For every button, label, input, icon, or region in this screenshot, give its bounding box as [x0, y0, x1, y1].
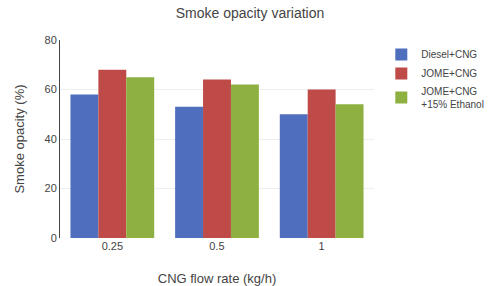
- svg-text:40: 40: [45, 133, 57, 145]
- svg-text:Smoke opacity variation: Smoke opacity variation: [176, 5, 325, 21]
- svg-text:1: 1: [319, 240, 325, 252]
- svg-text:0: 0: [51, 232, 57, 244]
- svg-text:JOME+CNG: JOME+CNG: [421, 68, 477, 79]
- svg-text:0.25: 0.25: [102, 240, 123, 252]
- svg-text:Smoke opacity (%): Smoke opacity (%): [12, 84, 27, 193]
- svg-text:CNG flow rate (kg/h): CNG flow rate (kg/h): [158, 271, 276, 286]
- svg-text:60: 60: [45, 83, 57, 95]
- svg-text:80: 80: [45, 34, 57, 46]
- svg-text:JOME+CNG+15% Ethanol: JOME+CNG+15% Ethanol: [421, 86, 484, 110]
- svg-text:0.5: 0.5: [209, 240, 224, 252]
- svg-text:20: 20: [45, 182, 57, 194]
- svg-text:Diesel+CNG: Diesel+CNG: [421, 49, 477, 60]
